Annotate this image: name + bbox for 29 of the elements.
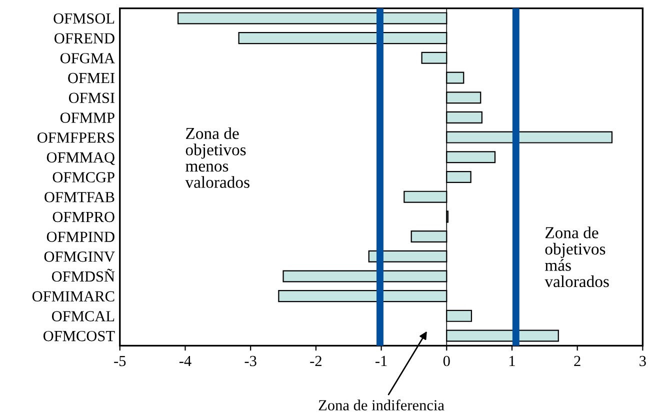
y-tick-label: OFMEI — [68, 72, 114, 84]
y-tick-label: OFMMP — [60, 112, 114, 123]
x-tick-label: -3 — [244, 356, 256, 366]
x-tick-label: -1 — [375, 356, 387, 366]
annotation: Zona de objetivos más valorados — [544, 226, 609, 288]
x-tick-label: -2 — [310, 356, 322, 366]
y-tick-label: OFMGINV — [44, 252, 115, 262]
x-tick-label: 1 — [510, 356, 515, 366]
y-tick-label: OFMMAQ — [46, 152, 115, 165]
y-tick-label: OFMCOST — [43, 330, 115, 342]
y-tick-label: OFMCAL — [52, 311, 114, 322]
y-tick-label: OFGMA — [60, 53, 115, 64]
x-tick-label: 0 — [443, 356, 450, 366]
y-tick-label: OFMPRO — [52, 212, 114, 222]
y-tick-label: OFMPIND — [46, 232, 114, 242]
y-tick-label: OFREND — [54, 33, 114, 44]
y-tick-label: OFMCGP — [52, 172, 114, 182]
y-tick-label: OFMIMARC — [32, 291, 114, 302]
y-tick-label: OFMSI — [68, 92, 114, 104]
x-tick-label: -4 — [179, 356, 192, 366]
annotation: Zona de objetivos menos valorados — [185, 127, 250, 188]
x-tick-label: 2 — [574, 356, 580, 366]
text: Zona de indiferencia — [318, 400, 444, 410]
y-tick-label: OFMFPERS — [38, 132, 114, 143]
y-tick-label: OFMTFAB — [44, 192, 114, 202]
y-tick-label: OFMSOL — [54, 13, 114, 24]
y-tick-label: OFMDSÑ — [52, 268, 115, 282]
x-tick-label: 3 — [640, 356, 646, 366]
x-tick-label: -5 — [114, 356, 126, 366]
